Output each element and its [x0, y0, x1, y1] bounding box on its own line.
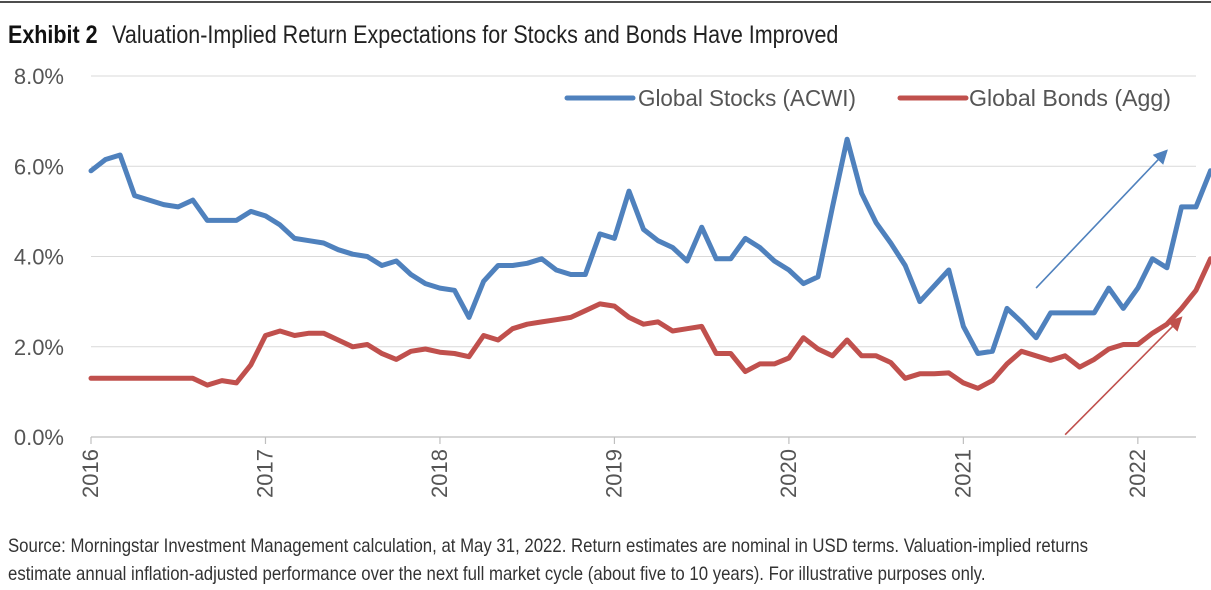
legend-label: Global Stocks (ACWI) [638, 85, 856, 111]
source-note: Source: Morningstar Investment Managemen… [8, 532, 1178, 588]
chart-title: Valuation-Implied Return Expectations fo… [112, 21, 839, 49]
y-tick-label: 2.0% [14, 335, 64, 360]
series-lines [88, 136, 1211, 391]
y-tick-label: 0.0% [14, 425, 64, 450]
stocks-trend-arrow [1035, 149, 1168, 289]
x-tick-label: 2020 [776, 449, 801, 498]
x-tick-label: 2016 [78, 449, 103, 498]
line-chart: 0.0% 2.0% 4.0% 6.0% 8.0% 2016 2017 2018 2019 2020… [14, 64, 1211, 498]
bonds-trend-arrow [1064, 316, 1183, 436]
exhibit-header: Exhibit 2 Valuation-Implied Return Expec… [8, 18, 838, 52]
y-tick-label: 4.0% [14, 245, 64, 270]
source-note-line-1: Source: Morningstar Investment Managemen… [8, 535, 1088, 557]
bonds-series-line [88, 256, 1211, 391]
y-tick-label: 6.0% [14, 154, 64, 179]
gridlines [91, 75, 1196, 348]
trend-arrows [1035, 149, 1183, 436]
source-note-line-2: estimate annual inflation-adjusted perfo… [8, 563, 986, 585]
x-tick-label: 2018 [427, 449, 452, 498]
legend-label: Global Bonds (Agg) [969, 85, 1171, 111]
top-rule [0, 1, 1211, 3]
x-tick-label: 2021 [950, 449, 975, 498]
x-tick-label: 2017 [252, 449, 277, 498]
exhibit-label: Exhibit 2 [8, 21, 98, 49]
x-tick-label: 2019 [601, 449, 626, 498]
x-tick-label: 2022 [1125, 449, 1150, 498]
y-tick-label: 8.0% [14, 64, 64, 89]
axes: 0.0% 2.0% 4.0% 6.0% 8.0% 2016 2017 2018 2019 2020… [14, 64, 1196, 498]
legend: Global Stocks (ACWI) Global Bonds (Agg) [564, 85, 1171, 111]
stocks-series-line [88, 136, 1211, 356]
